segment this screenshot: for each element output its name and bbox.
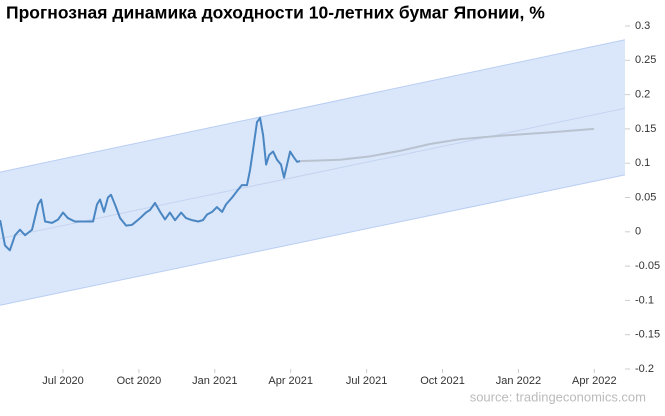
x-tick-label: Jan 2021 bbox=[192, 375, 237, 387]
y-tick-label: -0.1 bbox=[635, 294, 654, 306]
y-tick-label: 0 bbox=[635, 226, 641, 238]
y-tick-label: 0.25 bbox=[635, 54, 656, 66]
y-tick-label: -0.05 bbox=[635, 260, 660, 272]
x-tick-label: Jul 2021 bbox=[346, 375, 388, 387]
y-tick-label: 0.2 bbox=[635, 89, 650, 101]
series-line bbox=[0, 116, 301, 252]
y-tick-label: 0.05 bbox=[635, 191, 656, 203]
band-edge bbox=[0, 174, 626, 306]
x-tick-label: Jul 2020 bbox=[42, 375, 84, 387]
x-tick-label: Oct 2020 bbox=[117, 375, 162, 387]
y-tick-label: -0.2 bbox=[635, 363, 654, 375]
x-tick-label: Jan 2022 bbox=[496, 375, 541, 387]
x-tick-label: Apr 2021 bbox=[268, 375, 313, 387]
y-tick-label: -0.15 bbox=[635, 329, 660, 341]
series-line bbox=[300, 127, 595, 163]
y-tick-label: 0.15 bbox=[635, 123, 656, 135]
band-edge bbox=[0, 39, 626, 173]
y-tick-label: 0.1 bbox=[635, 157, 650, 169]
y-tick-label: 0.3 bbox=[635, 20, 650, 32]
x-tick-label: Oct 2021 bbox=[420, 375, 465, 387]
trend-line bbox=[0, 107, 626, 240]
forecast-band bbox=[0, 39, 625, 306]
chart-title: Прогнозная динамика доходности 10-летних… bbox=[6, 3, 545, 23]
source: source: tradingeconomics.com bbox=[470, 389, 646, 404]
x-tick-label: Apr 2022 bbox=[572, 375, 617, 387]
